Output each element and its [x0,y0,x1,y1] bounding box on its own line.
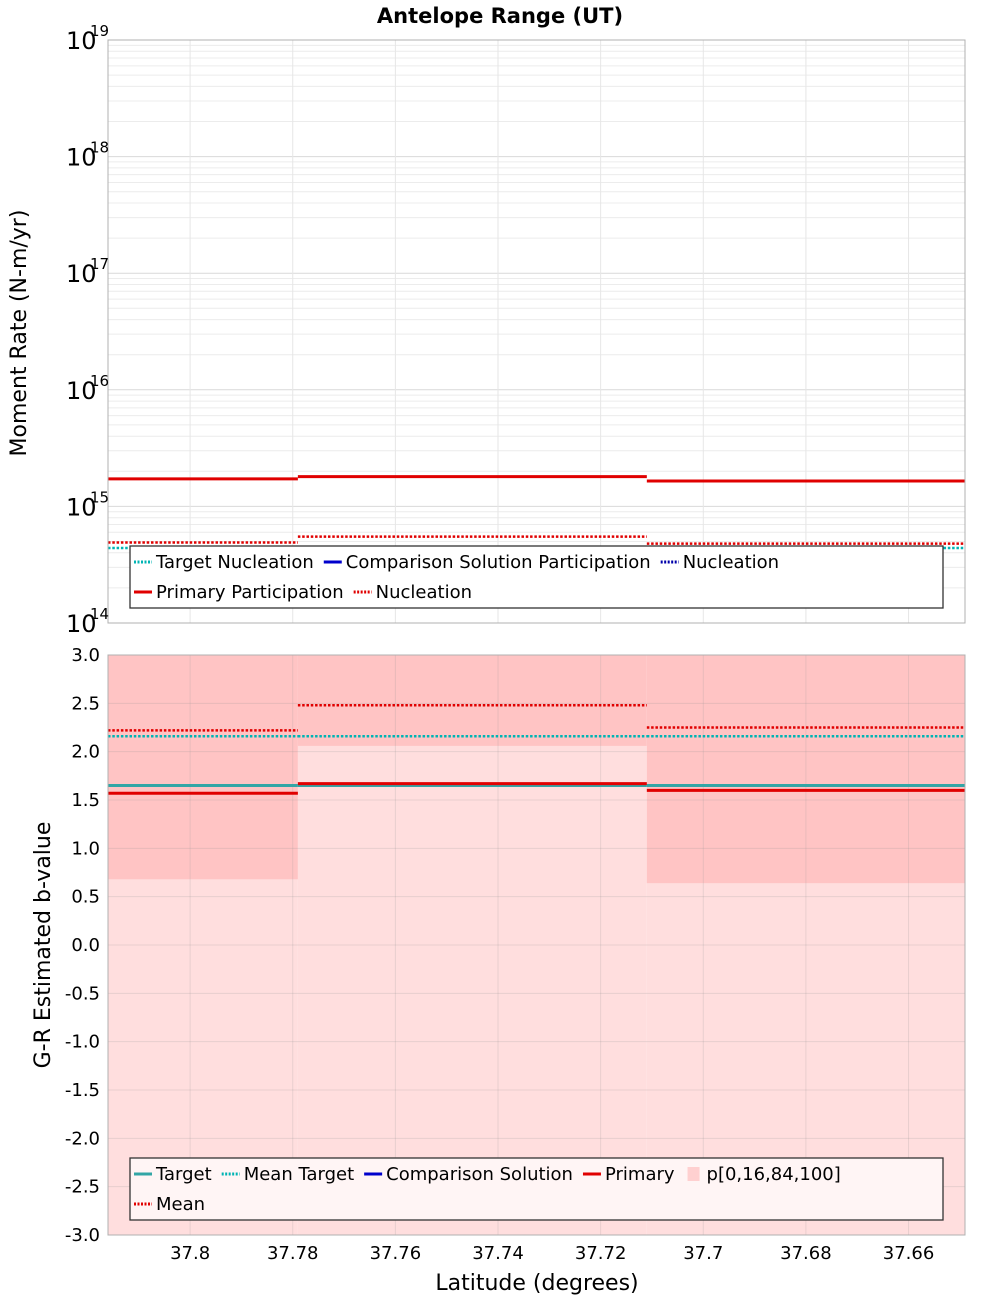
top-y-tick-exponent: 17 [90,255,109,273]
band-p0-p100 [297,655,647,1235]
top-y-tick-exponent: 15 [90,488,109,506]
bottom-legend-label: Target [155,1164,212,1185]
x-tick-label: 37.78 [267,1243,319,1264]
chart-title: Antelope Range (UT) [377,4,623,28]
x-tick-label: 37.72 [575,1243,627,1264]
bottom-y-tick-label: 1.0 [71,838,100,859]
bottom-y-tick-label: -2.5 [65,1177,100,1198]
bottom-y-tick-label: 2.0 [71,742,100,763]
bottom-legend-label: Mean [156,1194,205,1215]
band-p16-p84 [108,655,298,880]
x-axis-label: Latitude (degrees) [435,1271,638,1296]
top-y-tick-exponent: 14 [90,605,109,623]
bottom-y-tick-label: -1.0 [65,1032,100,1053]
top-y-tick-exponent: 18 [90,139,109,157]
top-y-tick-exponent: 19 [90,22,109,40]
top-plot-border [107,39,966,624]
top-y-axis-label: Moment Rate (N-m/yr) [7,210,32,457]
bottom-y-tick-label: 0.0 [71,935,100,956]
bottom-legend-box [129,1157,944,1221]
bottom-y-tick-label: -3.0 [65,1225,100,1246]
top-legend-label: Comparison Solution Participation [346,552,651,573]
top-y-tick-label: 10 [66,144,97,172]
top-y-tick-label: 10 [66,493,97,521]
bottom-y-axis-label: G-R Estimated b-value [31,822,56,1069]
top-legend-label: Nucleation [376,582,472,603]
x-tick-label: 37.66 [883,1243,935,1264]
bottom-y-tick-label: 1.5 [71,790,100,811]
top-y-tick-label: 10 [66,27,97,55]
bottom-y-tick-label: -0.5 [65,983,100,1004]
bottom-plot-border [107,654,966,1236]
bottom-y-tick-label: 0.5 [71,887,100,908]
b-value-panel: -3.0 -2.5 -2.0 -1.5 -1.0 -0.5 0.0 0.5 1.0 1.5 2.0 2… [65,645,966,1264]
top-legend-label: Nucleation [683,552,779,573]
x-tick-label: 37.68 [780,1243,832,1264]
x-tick-label: 37.7 [683,1243,723,1264]
bottom-y-tick-label: -1.5 [65,1080,100,1101]
top-legend: Target Nucleation Comparison Solution Par… [129,545,944,609]
bottom-y-tick-label: 2.5 [71,693,100,714]
bottom-legend-label: Primary [605,1164,675,1185]
band-p16-p84 [646,655,965,884]
top-plot-area [108,40,965,623]
bottom-legend-label: Comparison Solution [386,1164,573,1185]
bottom-legend-swatch [687,1167,700,1181]
x-tick-label: 37.76 [370,1243,422,1264]
top-legend-box [129,545,944,609]
bottom-legend: Target Mean Target Comparison Solution Prim… [129,1157,944,1221]
top-y-tick-label: 10 [66,260,97,288]
top-legend-label: Primary Participation [156,582,344,603]
band-p16-p84 [297,655,647,746]
top-y-tick-exponent: 16 [90,372,109,390]
x-tick-label: 37.74 [472,1243,524,1264]
top-y-tick-label: 10 [66,610,97,638]
bottom-legend-label: p[0,16,84,100] [707,1164,841,1185]
bottom-y-tick-label: 3.0 [71,645,100,666]
top-y-tick-label: 10 [66,377,97,405]
bottom-legend-label: Mean Target [244,1164,354,1185]
x-tick-label: 37.8 [170,1243,210,1264]
bottom-y-tick-label: -2.0 [65,1128,100,1149]
top-legend-label: Target Nucleation [155,552,314,573]
